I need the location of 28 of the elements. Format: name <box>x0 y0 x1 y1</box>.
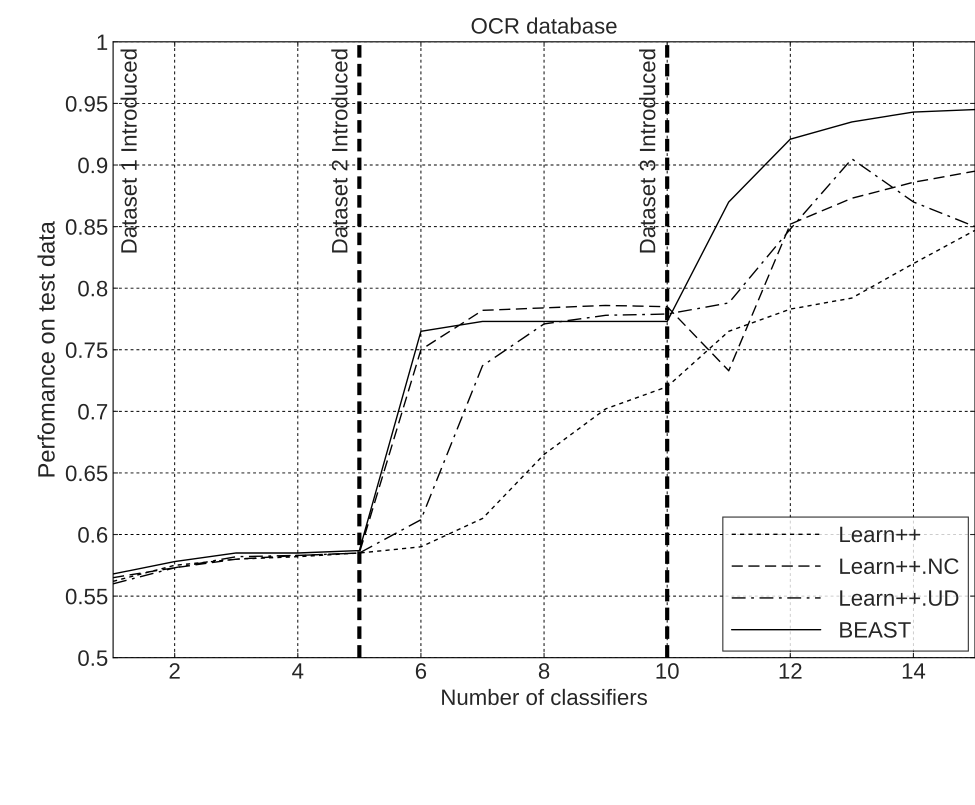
x-tick-label: 6 <box>416 663 426 679</box>
x-tick-label: 8 <box>538 663 550 679</box>
y-tick-label: 0.8 <box>78 280 108 296</box>
ref-line-label: Dataset 3 Introduced <box>639 49 656 252</box>
x-tick-label: 10 <box>656 663 679 679</box>
x-tick-label: 12 <box>780 663 802 679</box>
chart-title: OCR database <box>472 17 617 34</box>
y-tick-label: 0.95 <box>66 96 108 112</box>
x-tick-label: 4 <box>292 663 304 679</box>
y-tick-label: 0.85 <box>66 219 108 235</box>
x-tick-label: 14 <box>902 663 926 679</box>
y-tick-label: 1 <box>98 34 108 50</box>
y-tick-label: 0.5 <box>78 650 108 666</box>
y-tick-label: 0.55 <box>66 588 108 604</box>
y-tick-label: 0.65 <box>66 465 108 482</box>
annotation: Dataset 1 Introduced <box>120 49 137 252</box>
legend-label: Learn++.NC <box>840 558 959 574</box>
legend-label: BEAST <box>840 622 911 638</box>
x-tick-label: 2 <box>170 663 180 679</box>
legend-label: Learn++ <box>840 526 920 542</box>
y-tick-label: 0.9 <box>78 158 108 174</box>
x-axis-title: Number of classifiers <box>442 688 647 706</box>
y-axis-title: Perfomance on test data <box>37 221 55 476</box>
y-tick-label: 0.75 <box>66 342 108 358</box>
ref-line-label: Dataset 2 Introduced <box>331 49 348 252</box>
y-tick-label: 0.7 <box>78 404 108 420</box>
y-tick-label: 0.6 <box>78 527 108 543</box>
legend-label: Learn++.UD <box>840 590 958 606</box>
